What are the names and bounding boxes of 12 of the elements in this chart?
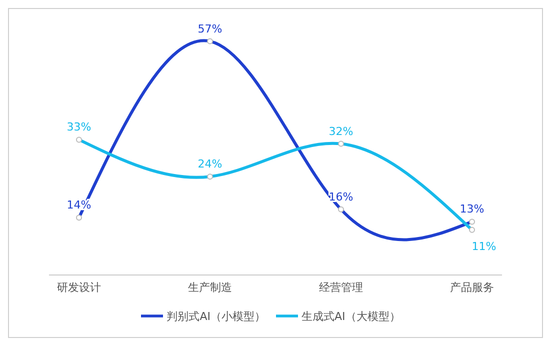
legend-label: 判别式AI（小模型） [166,310,266,324]
x-tick-label: 产品服务 [450,280,494,294]
data-label: 33% [66,120,92,134]
data-label: 57% [198,22,222,36]
data-label: 13% [460,202,484,216]
x-tick-label: 研发设计 [57,280,101,294]
data-label: 24% [198,158,222,171]
data-label: 32% [328,124,354,138]
x-tick-label: 经营管理 [319,280,363,294]
data-label: 11% [472,240,496,253]
x-tick-label: 生产制造 [188,280,232,294]
legend-label: 生成式AI（大模型） [302,310,400,324]
